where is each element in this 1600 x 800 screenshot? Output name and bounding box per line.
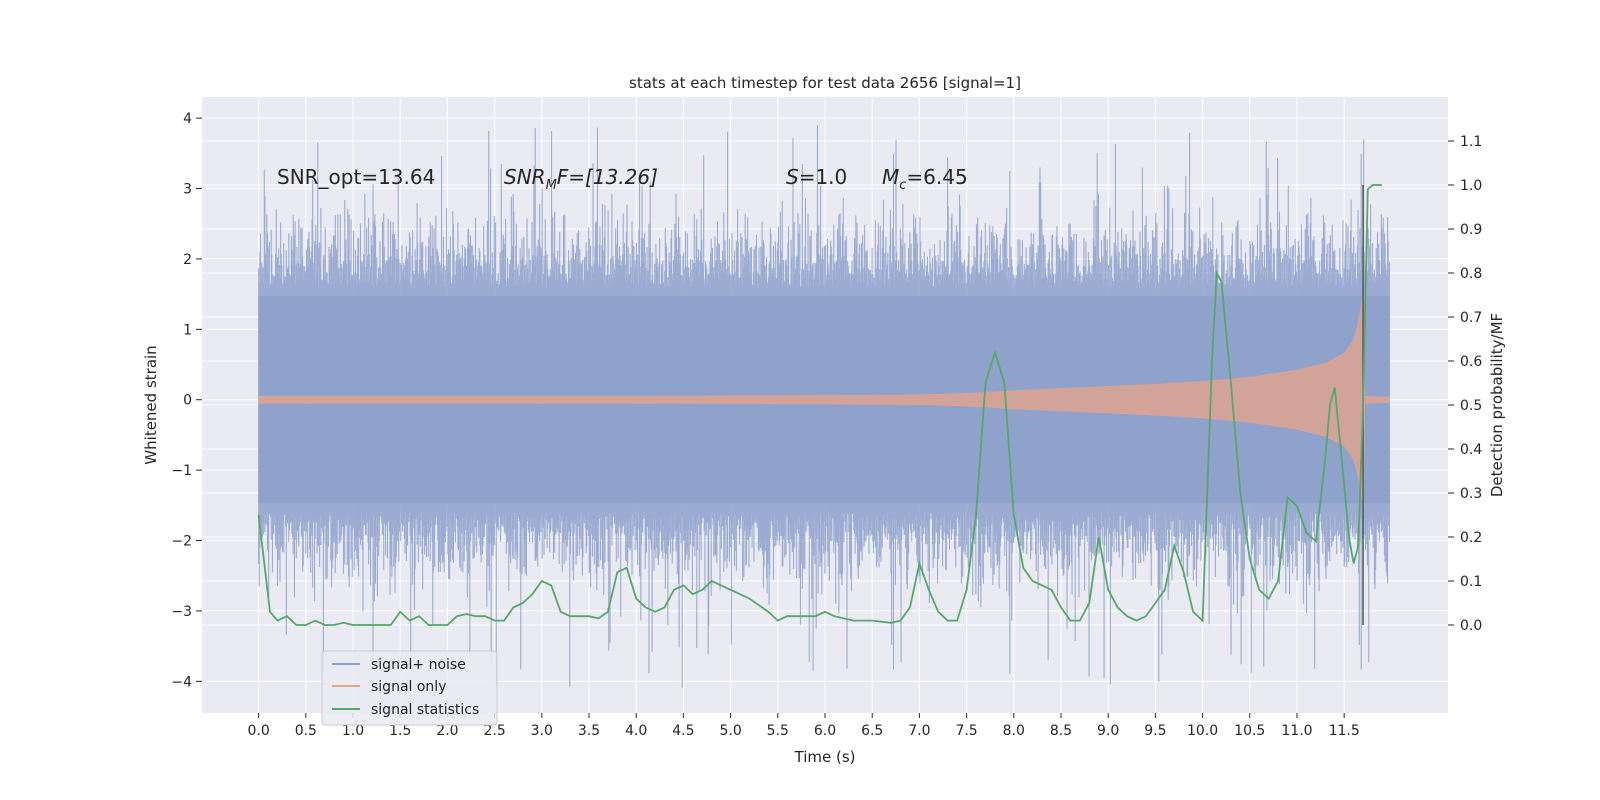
x-tick-label-12: 6.0: [814, 723, 836, 739]
x-tick-label-10: 5.0: [719, 723, 741, 739]
y2-tick-label-3: 0.8: [1460, 266, 1482, 282]
y2-tick-label-8: 0.3: [1460, 486, 1482, 502]
y2-tick-label-1: 1.0: [1460, 178, 1482, 194]
x-tick-label-18: 9.0: [1097, 723, 1119, 739]
legend: signal+ noise signal only signal statist…: [321, 650, 498, 726]
x-tick-label-6: 3.0: [531, 723, 553, 739]
legend-label-noise: signal+ noise: [371, 657, 466, 673]
y-tick-label-5: −1: [171, 463, 192, 479]
x-tick-label-19: 9.5: [1144, 723, 1166, 739]
y2-tick-label-6: 0.5: [1460, 398, 1482, 414]
y2-tick-label-0: 1.1: [1460, 134, 1482, 150]
x-tick-label-13: 6.5: [861, 723, 883, 739]
x-tick-label-16: 8.0: [1003, 723, 1025, 739]
x-tick-label-23: 11.5: [1329, 723, 1360, 739]
legend-box: [321, 650, 498, 726]
s-value: =1.0: [799, 165, 848, 189]
mc-symbol: M: [882, 165, 899, 189]
x-tick-label-8: 4.0: [625, 723, 647, 739]
y-tick-label-4: 0: [183, 393, 192, 409]
x-tick-label-4: 2.0: [436, 723, 458, 739]
y2-tick-label-4: 0.7: [1460, 310, 1482, 326]
y2-tick-label-9: 0.2: [1460, 530, 1482, 546]
snr-mf-base: SNR: [504, 165, 546, 189]
x-tick-label-0: 0.0: [248, 723, 270, 739]
y-tick-label-6: −2: [171, 534, 192, 550]
x-tick-label-11: 5.5: [767, 723, 789, 739]
x-tick-label-3: 1.5: [389, 723, 411, 739]
x-tick-label-5: 2.5: [483, 723, 505, 739]
x-tick-label-9: 4.5: [672, 723, 694, 739]
x-tick-label-21: 10.5: [1234, 723, 1265, 739]
y2-axis-label: Detection probability/MF: [1488, 313, 1506, 497]
snr-mf-annotation: SNRMF=[13.26]: [504, 165, 658, 193]
y-axis-ticks: 4 3 2 1 0 −1 −2 −3 −4: [171, 111, 202, 690]
y-tick-label-7: −3: [171, 604, 192, 620]
s-annotation: S=1.0: [786, 165, 847, 189]
x-tick-label-20: 10.0: [1187, 723, 1218, 739]
y2-tick-label-11: 0.0: [1460, 618, 1482, 634]
x-axis-label: Time (s): [794, 748, 856, 766]
snr-mf-subscript: M: [546, 178, 557, 193]
y-tick-label-1: 3: [183, 182, 192, 198]
snr-opt-annotation: SNR_opt=13.64: [277, 165, 435, 189]
y2-tick-label-7: 0.4: [1460, 442, 1482, 458]
y-tick-label-0: 4: [183, 111, 192, 127]
legend-label-stats: signal statistics: [371, 702, 479, 718]
y2-axis-ticks: 1.1 1.0 0.9 0.8 0.7 0.6 0.5 0.4 0.3 0.2 0.1 0.0: [1448, 134, 1482, 634]
chart-title: stats at each timestep for test data 265…: [629, 74, 1021, 92]
y-tick-label-8: −4: [171, 674, 192, 690]
legend-label-signal: signal only: [371, 679, 446, 695]
stats-series-line: [257, 184, 1382, 626]
mc-annotation: Mc=6.45: [882, 165, 968, 193]
x-tick-label-22: 11.0: [1281, 723, 1312, 739]
x-tick-label-17: 8.5: [1050, 723, 1072, 739]
x-tick-label-15: 7.5: [955, 723, 977, 739]
x-tick-label-7: 3.5: [578, 723, 600, 739]
snr-mf-rest: F=[13.26]: [557, 165, 658, 189]
y2-tick-label-10: 0.1: [1460, 574, 1482, 590]
mc-value: =6.45: [906, 165, 967, 189]
s-symbol: S: [786, 165, 799, 189]
x-tick-label-1: 0.5: [295, 723, 317, 739]
x-axis-ticks: 0.0 0.5 1.0 1.5 2.0 2.5 3.0 3.5 4.0 4.5 5.0 5.5 6.0 6…: [248, 713, 1360, 739]
y-tick-label-3: 1: [183, 322, 192, 338]
x-tick-label-2: 1.0: [342, 723, 364, 739]
y2-tick-label-2: 0.9: [1460, 222, 1482, 238]
mc-subscript: c: [899, 178, 906, 193]
y-tick-label-2: 2: [183, 252, 192, 268]
y2-tick-label-5: 0.6: [1460, 354, 1482, 370]
signal-only-area: [258, 294, 1390, 506]
x-tick-label-14: 7.0: [908, 723, 930, 739]
y-axis-label: Whitened strain: [142, 345, 160, 464]
